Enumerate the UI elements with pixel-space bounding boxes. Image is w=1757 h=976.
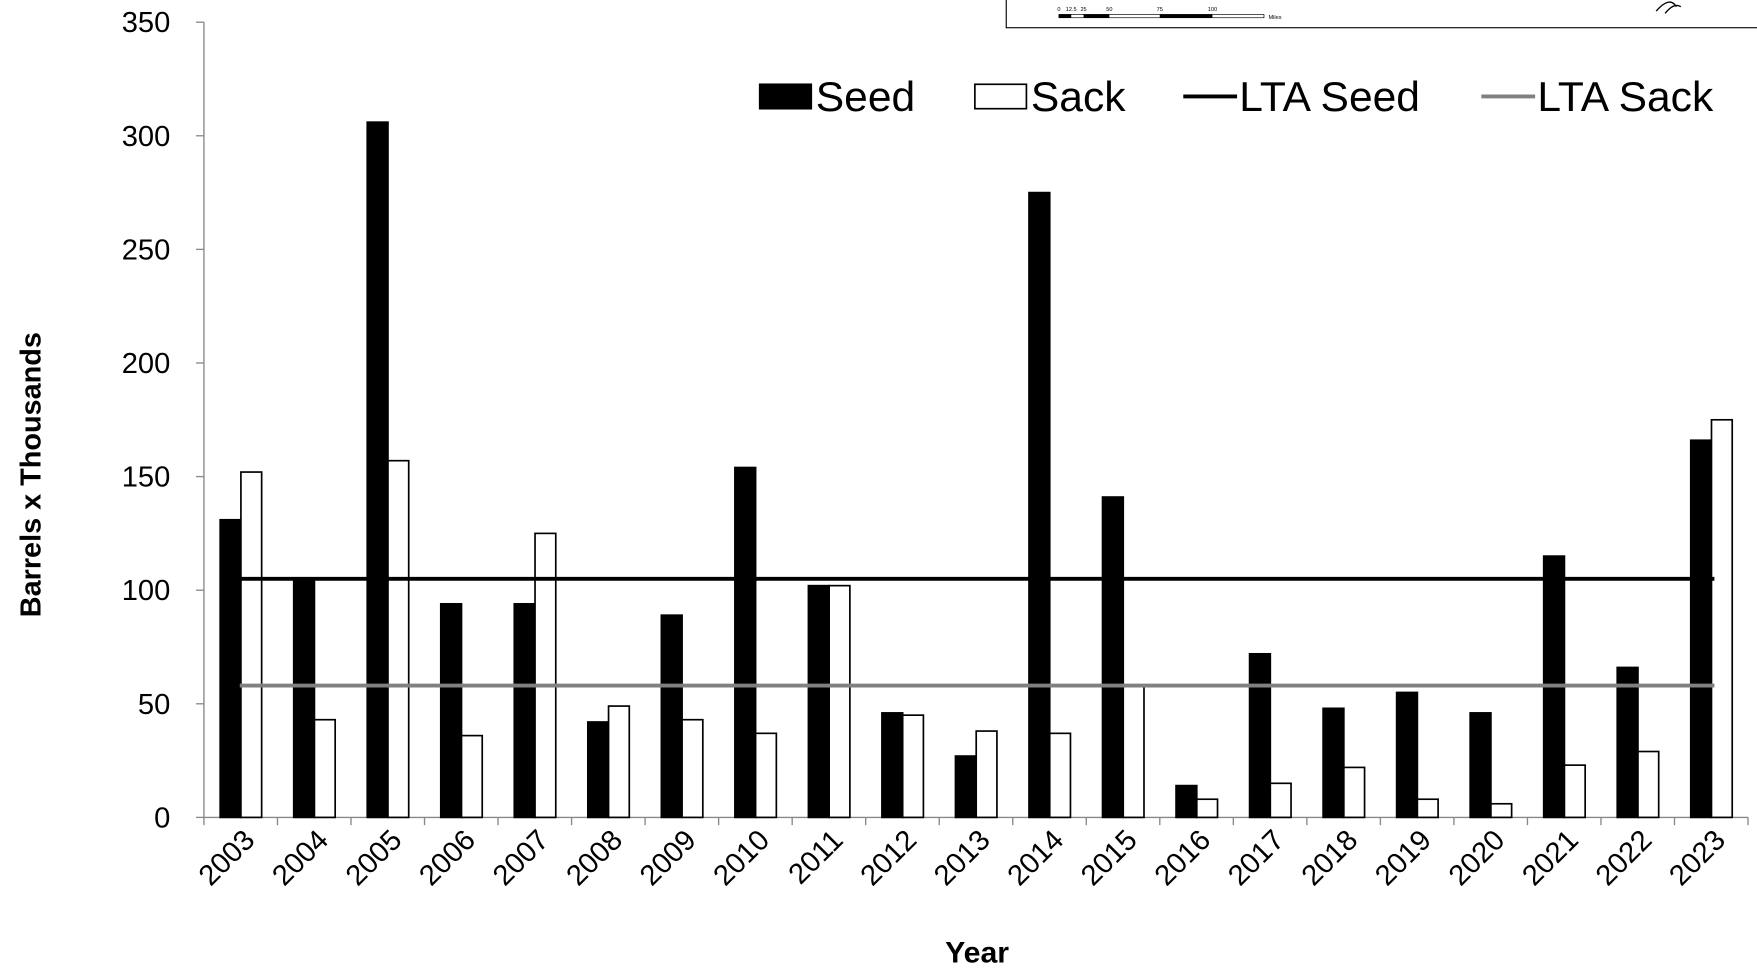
bar bbox=[828, 584, 851, 819]
bar bbox=[607, 705, 631, 819]
legend-label: Sack bbox=[1031, 73, 1126, 120]
bar bbox=[1616, 666, 1639, 819]
y-tick-label: 150 bbox=[122, 462, 171, 494]
scale-label: 12.5 bbox=[1066, 7, 1077, 13]
scale-bar-segment bbox=[1083, 14, 1110, 18]
x-tick-label: 2023 bbox=[1663, 824, 1732, 892]
y-tick-label: 300 bbox=[122, 121, 171, 153]
legend-label: Seed bbox=[816, 73, 915, 120]
bar bbox=[1248, 652, 1272, 819]
x-tick-label: 2009 bbox=[634, 824, 703, 892]
x-tick-label: 2003 bbox=[193, 824, 262, 892]
x-tick-label: 2018 bbox=[1296, 824, 1365, 892]
bar bbox=[807, 584, 830, 819]
scale-label: 0 bbox=[1057, 7, 1060, 13]
legend-label: LTA Seed bbox=[1239, 73, 1420, 120]
bar bbox=[1048, 732, 1072, 819]
bar bbox=[1195, 798, 1219, 819]
bar bbox=[1122, 684, 1145, 819]
x-tick-label: 2011 bbox=[783, 824, 850, 890]
bar bbox=[1269, 782, 1292, 819]
bar bbox=[681, 718, 704, 819]
x-tick-label: 2004 bbox=[266, 824, 335, 892]
bar bbox=[1637, 750, 1660, 819]
bar bbox=[586, 721, 610, 819]
scale-label: 25 bbox=[1080, 7, 1086, 13]
x-tick-label: 2022 bbox=[1590, 824, 1659, 892]
scale-label: 75 bbox=[1157, 7, 1163, 13]
bar bbox=[313, 718, 337, 819]
map-inset bbox=[1005, 0, 1757, 29]
bar bbox=[901, 714, 925, 819]
bar bbox=[240, 471, 263, 819]
bar bbox=[754, 732, 778, 819]
bar bbox=[1469, 712, 1492, 819]
bar bbox=[513, 602, 536, 819]
scale-bar-segment bbox=[1058, 14, 1072, 18]
legend-swatch bbox=[758, 83, 813, 110]
x-tick-label: 2020 bbox=[1443, 824, 1512, 892]
bar bbox=[1175, 784, 1198, 819]
x-tick-label: 2008 bbox=[560, 824, 629, 892]
x-tick-label: 2017 bbox=[1222, 824, 1291, 892]
x-tick-label: 2014 bbox=[1002, 824, 1071, 892]
bar bbox=[1416, 798, 1439, 819]
bar bbox=[1395, 691, 1419, 819]
scale-label: Miles bbox=[1268, 15, 1281, 21]
bar bbox=[1563, 764, 1586, 819]
scale-label: 100 bbox=[1208, 7, 1217, 13]
x-tick-label: 2016 bbox=[1149, 824, 1218, 892]
y-tick-label: 250 bbox=[122, 234, 171, 266]
bar bbox=[366, 121, 389, 819]
x-tick-label: 2005 bbox=[340, 824, 409, 892]
bar bbox=[1490, 802, 1513, 819]
x-tick-label: 2010 bbox=[708, 824, 777, 892]
y-tick-label: 100 bbox=[122, 575, 171, 607]
bar bbox=[660, 614, 683, 819]
y-tick-label: 350 bbox=[122, 7, 171, 39]
x-tick-label: 2015 bbox=[1075, 824, 1144, 892]
bar bbox=[387, 459, 410, 819]
bar bbox=[734, 466, 757, 819]
y-tick-label: 200 bbox=[122, 348, 171, 380]
bar bbox=[1689, 439, 1713, 819]
bar bbox=[1343, 766, 1366, 819]
x-axis-title: Year bbox=[945, 937, 1009, 970]
x-tick-label: 2019 bbox=[1369, 824, 1438, 892]
x-tick-label: 2012 bbox=[855, 824, 924, 892]
y-tick-label: 0 bbox=[154, 803, 170, 835]
map-fragment bbox=[1655, 1, 1682, 14]
bar bbox=[219, 518, 242, 819]
x-tick-label: 2013 bbox=[928, 824, 997, 892]
bar bbox=[460, 734, 484, 819]
scale-label: 50 bbox=[1106, 7, 1112, 13]
bar bbox=[881, 712, 904, 819]
x-tick-label: 2021 bbox=[1516, 824, 1585, 892]
bar bbox=[439, 602, 463, 819]
bar bbox=[534, 532, 557, 819]
x-tick-label: 2006 bbox=[413, 824, 482, 892]
y-axis-title: Barrels x Thousands bbox=[15, 332, 47, 617]
bar bbox=[1322, 707, 1345, 819]
legend-label: LTA Sack bbox=[1537, 73, 1714, 120]
bar bbox=[1101, 496, 1125, 819]
bar bbox=[954, 755, 978, 819]
legend-swatch bbox=[974, 83, 1028, 110]
bar bbox=[975, 730, 998, 819]
bar bbox=[1710, 418, 1734, 819]
y-tick-label: 50 bbox=[138, 689, 170, 721]
bar bbox=[292, 580, 316, 819]
bar bbox=[1028, 191, 1051, 819]
scale-bar-segment bbox=[1159, 14, 1213, 18]
x-tick-label: 2007 bbox=[487, 824, 556, 892]
